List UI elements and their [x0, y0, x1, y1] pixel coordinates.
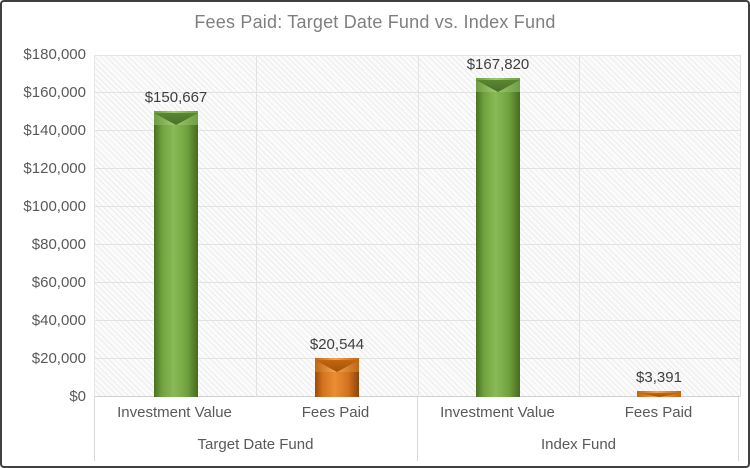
y-tick-label: $80,000 — [31, 236, 86, 253]
category-label: Investment Value — [440, 404, 555, 421]
y-tick-label: $60,000 — [31, 274, 86, 291]
vertical-gridline — [579, 55, 580, 397]
y-tick-label: $20,000 — [31, 350, 86, 367]
bar-value-label: $167,820 — [466, 56, 530, 73]
y-tick-label: $100,000 — [23, 198, 86, 215]
bar-value-label: $20,544 — [309, 336, 365, 353]
bar-investment-value — [476, 78, 520, 397]
category-label: Fees Paid — [301, 404, 370, 421]
bar-fees-paid — [315, 358, 359, 397]
y-tick-label: $160,000 — [23, 84, 86, 101]
category-label: Fees Paid — [624, 404, 693, 421]
bar-value-label: $150,667 — [144, 89, 208, 106]
gridline — [95, 358, 740, 359]
x-axis-line — [95, 396, 740, 397]
bar-bevel-notch — [637, 393, 681, 397]
y-tick-label: $140,000 — [23, 122, 86, 139]
y-tick-label: $40,000 — [31, 312, 86, 329]
y-tick-label: $0 — [69, 388, 86, 405]
vertical-gridline — [418, 55, 419, 397]
gridline — [95, 206, 740, 207]
axis-group-divider — [94, 397, 95, 461]
gridline — [95, 282, 740, 283]
gridline — [95, 130, 740, 131]
category-label: Investment Value — [117, 404, 232, 421]
chart-title: Fees Paid: Target Date Fund vs. Index Fu… — [194, 12, 556, 32]
x-axis: Investment Value Fees Paid Investment Valu… — [94, 397, 739, 463]
gridline — [95, 244, 740, 245]
bar-value-label: $3,391 — [636, 369, 682, 386]
gridline — [95, 320, 740, 321]
gridline — [95, 55, 740, 56]
y-axis: $0 $20,000 $40,000 $60,000 $80,000 $100,000 $1… — [2, 47, 86, 405]
group-label: Target Date Fund — [197, 436, 314, 453]
plot-area: $150,667 $20,544 $167,820 $3,391 — [94, 55, 741, 397]
gridline — [95, 92, 740, 93]
bar-investment-value — [154, 111, 198, 397]
vertical-gridline — [256, 55, 257, 397]
axis-group-divider — [417, 397, 418, 461]
y-tick-label: $180,000 — [23, 46, 86, 63]
axis-group-divider — [738, 397, 739, 461]
gridline — [95, 168, 740, 169]
bar-fees-paid — [637, 391, 681, 397]
group-label: Index Fund — [540, 436, 617, 453]
y-tick-label: $120,000 — [23, 160, 86, 177]
